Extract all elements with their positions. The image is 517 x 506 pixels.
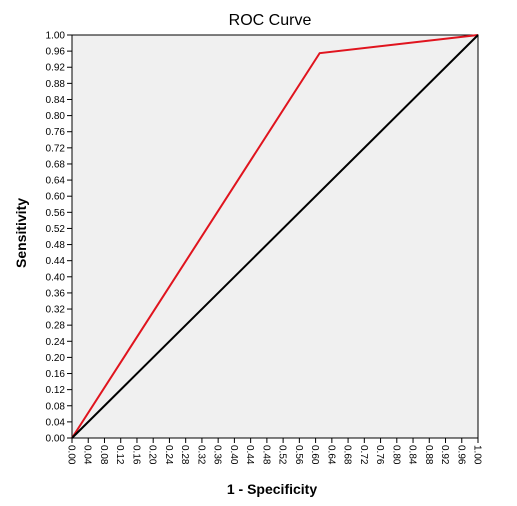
y-axis-label: Sensitivity	[13, 198, 29, 268]
y-tick-label: 0.24	[46, 337, 66, 348]
x-tick-label: 0.36	[212, 445, 223, 465]
x-tick-label: 0.08	[98, 445, 109, 465]
x-tick-label: 0.52	[277, 445, 288, 465]
y-tick-label: 0.68	[46, 159, 66, 170]
x-axis-label: 1 - Specificity	[227, 481, 317, 497]
x-tick-label: 0.24	[163, 445, 174, 465]
x-tick-label: 0.48	[260, 445, 271, 465]
y-tick-label: 0.80	[46, 111, 66, 122]
x-tick-label: 0.16	[130, 445, 141, 465]
y-tick-label: 0.64	[46, 176, 66, 187]
y-tick-label: 0.72	[46, 143, 66, 154]
y-tick-label: 0.48	[46, 240, 66, 251]
x-tick-label: 0.12	[114, 445, 125, 465]
x-tick-label: 0.32	[195, 445, 206, 465]
x-axis: 0.00 0.04 0.08 0.12 0.16 0.20 0.24 0.28 0.32 0.36…	[66, 438, 483, 465]
y-tick-label: 0.44	[46, 256, 66, 267]
reference-line	[71, 34, 479, 439]
y-tick-label: 0.36	[46, 288, 66, 299]
series-group	[71, 34, 479, 439]
y-tick-label: 0.40	[46, 272, 66, 283]
y-tick-label: 0.12	[46, 385, 66, 396]
y-tick-label: 0.28	[46, 321, 66, 332]
x-tick-label: 0.20	[147, 445, 158, 465]
x-tick-label: 0.68	[342, 445, 353, 465]
x-tick-label: 0.96	[455, 445, 466, 465]
y-tick-label: 0.32	[46, 305, 66, 316]
x-tick-label: 0.84	[407, 445, 418, 465]
y-tick-label: 0.88	[46, 79, 66, 90]
y-tick-label: 0.20	[46, 353, 66, 364]
x-tick-label: 0.04	[82, 445, 93, 465]
y-tick-label: 0.60	[46, 192, 66, 203]
x-tick-label: 0.28	[179, 445, 190, 465]
x-tick-label: 0.92	[439, 445, 450, 465]
x-tick-label: 0.80	[390, 445, 401, 465]
y-tick-label: 0.52	[46, 224, 66, 235]
y-tick-label: 0.92	[46, 63, 66, 74]
x-tick-label: 0.60	[309, 445, 320, 465]
y-tick-label: 0.00	[46, 434, 66, 445]
y-tick-label: 0.04	[46, 417, 66, 428]
roc-curve-line	[71, 34, 479, 439]
y-axis: 0.00 0.04 0.08 0.12 0.16 0.20 0.24 0.28 0.32 0.36…	[46, 31, 72, 445]
x-tick-label: 0.44	[244, 445, 255, 465]
y-tick-label: 0.84	[46, 95, 66, 106]
y-tick-label: 0.76	[46, 127, 66, 138]
x-tick-label: 0.76	[374, 445, 385, 465]
x-tick-label: 0.88	[423, 445, 434, 465]
x-tick-label: 0.40	[228, 445, 239, 465]
y-tick-label: 0.16	[46, 369, 66, 380]
y-tick-label: 0.56	[46, 208, 66, 219]
x-tick-label: 0.56	[293, 445, 304, 465]
x-tick-label: 1.00	[472, 445, 483, 465]
y-tick-label: 0.96	[46, 47, 66, 58]
x-tick-label: 0.00	[66, 445, 77, 465]
x-tick-label: 0.72	[358, 445, 369, 465]
y-tick-label: 1.00	[46, 31, 66, 42]
chart-title: ROC Curve	[229, 12, 312, 29]
y-tick-label: 0.08	[46, 401, 66, 412]
x-tick-label: 0.64	[325, 445, 336, 465]
